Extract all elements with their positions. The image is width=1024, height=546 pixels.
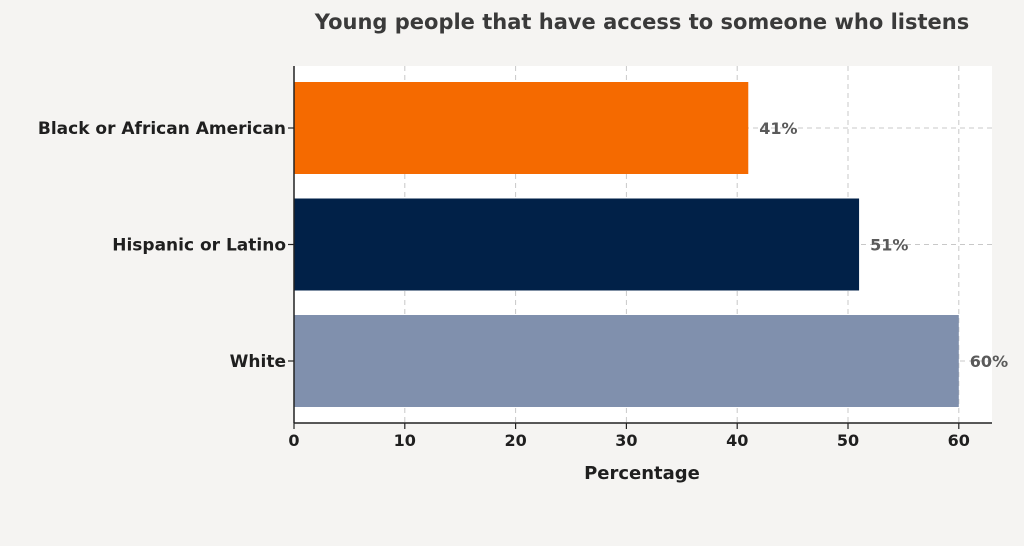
bar [294,315,959,407]
data-label: 51% [870,236,908,255]
labels: 0 10 20 30 40 50 60 Black or African American 41… [38,119,1008,450]
data-label: 60% [970,352,1008,371]
x-tick-label: 50 [837,431,859,450]
bar [294,82,749,174]
category-label: Black or African American [38,119,286,139]
category-label: Hispanic or Latino [112,236,286,256]
chart-title: Young people that have access to someone… [314,10,969,34]
x-tick-label: 10 [394,431,416,450]
category-label: White [230,352,286,372]
x-tick-label: 20 [504,431,526,450]
data-label: 41% [759,119,797,138]
axes [288,66,992,429]
bar [294,198,860,291]
x-tick-label: 0 [288,431,299,450]
x-tick-label: 60 [948,431,970,450]
bars [294,82,959,407]
x-axis-title: Percentage [584,463,700,484]
x-tick-label: 30 [615,431,637,450]
x-tick-label: 40 [726,431,748,450]
